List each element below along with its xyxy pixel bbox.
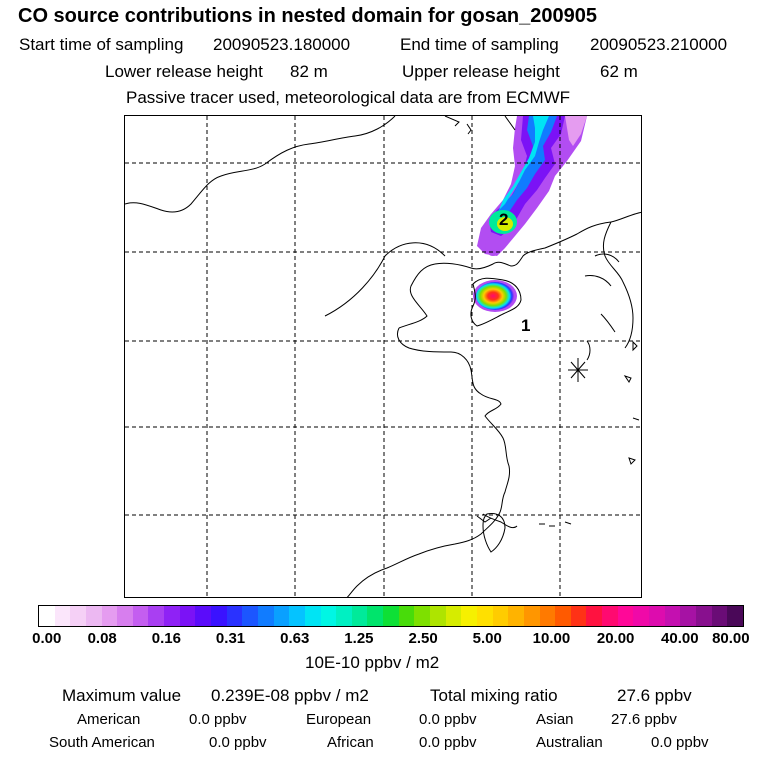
colorbar-swatch bbox=[367, 606, 384, 626]
colorbar-swatch bbox=[117, 606, 133, 626]
colorbar-swatch bbox=[711, 606, 728, 626]
colorbar-tick-label: 0.63 bbox=[280, 630, 310, 647]
region-asian-label: Asian bbox=[536, 711, 574, 728]
region-south-american-label: South American bbox=[49, 734, 155, 751]
colorbar-swatch bbox=[383, 606, 399, 626]
hotspot-2 bbox=[485, 210, 517, 256]
colorbar-tick-label: 0.16 bbox=[151, 630, 181, 647]
region-south-american-value: 0.0 ppbv bbox=[209, 734, 267, 751]
region-australian-value: 0.0 ppbv bbox=[651, 734, 709, 751]
region-american-value: 0.0 ppbv bbox=[189, 711, 247, 728]
colorbar-swatch bbox=[508, 606, 524, 626]
colorbar-swatch bbox=[211, 606, 227, 626]
colorbar-swatch bbox=[523, 606, 540, 626]
colorbar-swatch bbox=[445, 606, 462, 626]
lower-release-value: 82 m bbox=[290, 62, 328, 81]
colorbar-swatch bbox=[414, 606, 431, 626]
colorbar-swatch bbox=[586, 606, 603, 626]
plot-title: CO source contributions in nested domain… bbox=[18, 5, 598, 27]
colorbar-swatch bbox=[555, 606, 571, 626]
colorbar-swatch bbox=[461, 606, 477, 626]
start-time-label: Start time of sampling bbox=[19, 35, 184, 54]
small-islands bbox=[539, 340, 640, 527]
colorbar-tick-label: 5.00 bbox=[472, 630, 502, 647]
colorbar-swatch bbox=[351, 606, 368, 626]
colorbar-tick-label: 2.50 bbox=[408, 630, 438, 647]
colorbar-tick-label: 0.00 bbox=[32, 630, 62, 647]
colorbar-tick-label: 0.08 bbox=[87, 630, 117, 647]
upper-release-value: 62 m bbox=[600, 62, 638, 81]
colorbar-swatch bbox=[476, 606, 493, 626]
colorbar-unit: 10E-10 ppbv / m2 bbox=[305, 653, 440, 672]
region-american-label: American bbox=[77, 711, 141, 728]
colorbar-swatch bbox=[70, 606, 86, 626]
colorbar-swatch bbox=[164, 606, 180, 626]
map-canvas bbox=[125, 116, 641, 597]
colorbar-swatch bbox=[727, 606, 743, 626]
coastlines bbox=[125, 116, 641, 597]
region-european-label: European bbox=[306, 711, 372, 728]
colorbar-swatch bbox=[195, 606, 212, 626]
map-panel: 1 2 bbox=[124, 115, 642, 598]
lower-release-label: Lower release height bbox=[105, 62, 263, 81]
map-marker-2: 2 bbox=[499, 210, 509, 229]
colorbar-swatch bbox=[54, 606, 71, 626]
colorbar-swatch bbox=[336, 606, 352, 626]
colorbar-swatch bbox=[179, 606, 196, 626]
colorbar-swatch bbox=[85, 606, 102, 626]
colorbar-swatch bbox=[148, 606, 165, 626]
end-time-label: End time of sampling bbox=[400, 35, 559, 54]
end-time-value: 20090523.210000 bbox=[590, 35, 728, 54]
colorbar-swatch bbox=[430, 606, 446, 626]
colorbar-swatch bbox=[398, 606, 415, 626]
colorbar-swatch bbox=[320, 606, 337, 626]
hotspot-1 bbox=[473, 280, 517, 312]
colorbar-swatch bbox=[257, 606, 274, 626]
colorbar-tick-label: 20.00 bbox=[596, 630, 635, 647]
colorbar-swatch bbox=[39, 606, 55, 626]
map-marker-1: 1 bbox=[521, 316, 531, 335]
graticule bbox=[125, 116, 641, 597]
colorbar-swatch bbox=[492, 606, 509, 626]
colorbar bbox=[38, 605, 744, 627]
colorbar-swatch bbox=[242, 606, 258, 626]
start-time-value: 20090523.180000 bbox=[213, 35, 351, 54]
colorbar-swatch bbox=[617, 606, 634, 626]
plume-core bbox=[489, 116, 565, 236]
region-european-value: 0.0 ppbv bbox=[419, 711, 477, 728]
colorbar-swatch bbox=[695, 606, 712, 626]
colorbar-swatch bbox=[648, 606, 665, 626]
region-african-label: African bbox=[327, 734, 374, 751]
colorbar-swatch bbox=[273, 606, 290, 626]
colorbar-swatch bbox=[602, 606, 618, 626]
colorbar-tick-label: 10.00 bbox=[532, 630, 571, 647]
colorbar-swatch bbox=[664, 606, 681, 626]
taiwan-outline bbox=[482, 513, 506, 553]
colorbar-swatch bbox=[570, 606, 587, 626]
upper-release-label: Upper release height bbox=[402, 62, 560, 81]
region-african-value: 0.0 ppbv bbox=[419, 734, 477, 751]
colorbar-swatch bbox=[633, 606, 649, 626]
asterisk-station-icon bbox=[568, 358, 588, 382]
colorbar-swatch bbox=[101, 606, 118, 626]
colorbar-tick-label: 80.00 bbox=[712, 630, 750, 647]
total-mixing-value: 27.6 ppbv bbox=[617, 686, 692, 705]
colorbar-swatch bbox=[680, 606, 696, 626]
colorbar-tick-label: 1.25 bbox=[344, 630, 374, 647]
max-value-label: Maximum value bbox=[62, 686, 182, 705]
colorbar-tick-label: 0.31 bbox=[215, 630, 246, 647]
region-australian-label: Australian bbox=[536, 734, 603, 751]
colorbar-swatch bbox=[289, 606, 305, 626]
total-mixing-label: Total mixing ratio bbox=[430, 686, 558, 705]
colorbar-swatch bbox=[539, 606, 556, 626]
colorbar-swatch bbox=[304, 606, 321, 626]
max-value: 0.239E-08 ppbv / m2 bbox=[211, 686, 369, 705]
colorbar-swatch bbox=[132, 606, 149, 626]
colorbar-tick-label: 40.00 bbox=[661, 630, 699, 647]
colorbar-swatch bbox=[226, 606, 243, 626]
tracer-note: Passive tracer used, meteorological data… bbox=[126, 88, 571, 107]
region-asian-value: 27.6 ppbv bbox=[611, 711, 677, 728]
